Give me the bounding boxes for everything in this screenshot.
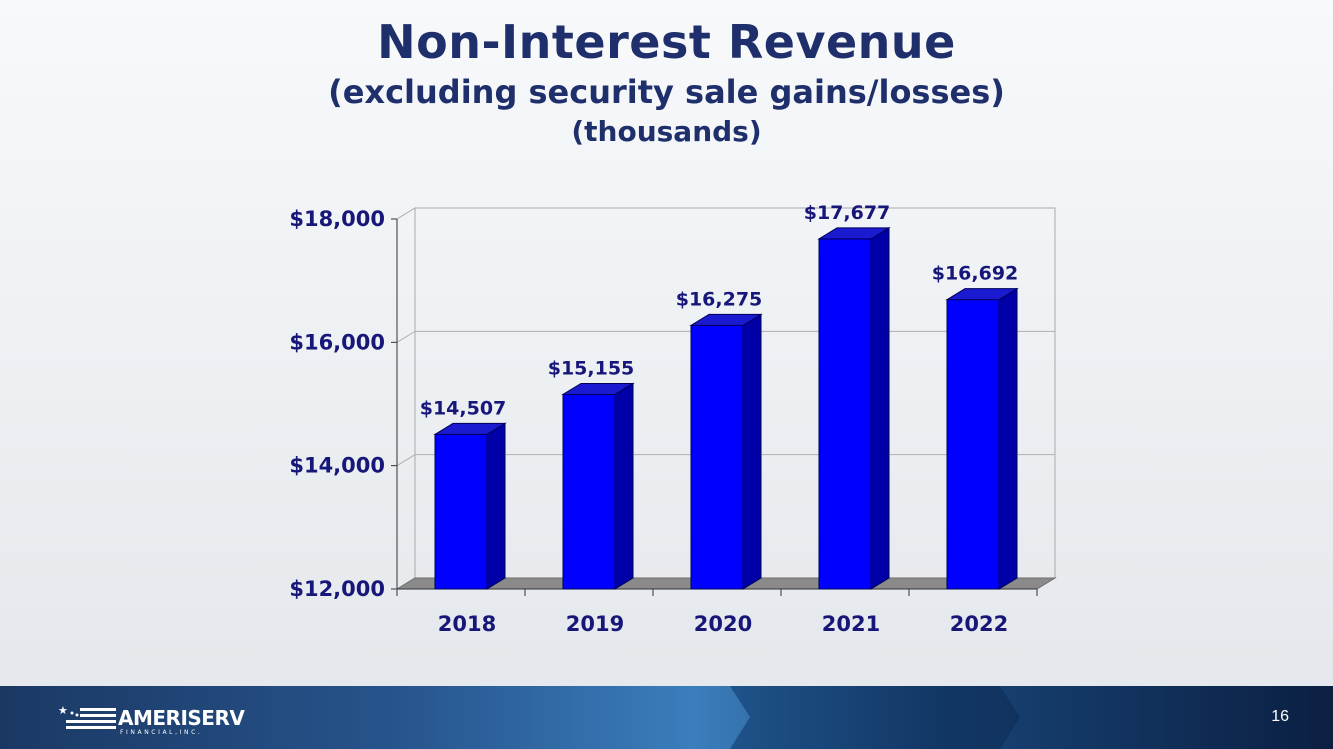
data-label: $17,677	[804, 202, 891, 224]
y-tick-label: $14,000	[289, 454, 385, 478]
x-tick-label: 2018	[438, 612, 496, 636]
data-label: $16,275	[676, 288, 763, 310]
bar-side	[486, 422, 506, 590]
bar-front	[946, 299, 1000, 590]
bar-front	[434, 433, 488, 590]
bar-side	[998, 287, 1018, 590]
bar-top	[689, 313, 763, 326]
y-tick-label: $18,000	[289, 207, 385, 231]
bar-top	[561, 382, 635, 395]
footer-bar: ★ AMERISERV FINANCIAL,INC. 16	[0, 686, 1333, 749]
bar-front	[818, 238, 872, 590]
logo-subtitle: FINANCIAL,INC.	[120, 729, 203, 736]
footer-chevron-decoration	[0, 686, 1020, 749]
bar-side	[614, 382, 634, 590]
bar-front	[690, 324, 744, 590]
x-tick-label: 2022	[950, 612, 1008, 636]
bar-front	[562, 393, 616, 590]
data-label: $16,692	[932, 263, 1019, 285]
y-tick-label: $12,000	[289, 577, 385, 601]
slide-subtitle: (excluding security sale gains/losses)	[328, 73, 1005, 111]
slide-title: Non-Interest Revenue	[377, 15, 956, 69]
x-tick-label: 2019	[566, 612, 624, 636]
bar-top	[945, 288, 1019, 301]
bar-top	[433, 422, 507, 435]
logo-name: AMERISERV	[118, 706, 245, 730]
bar-top	[817, 227, 891, 240]
side-wall	[396, 207, 416, 590]
x-tick-label: 2021	[822, 612, 880, 636]
page-number: 16	[1271, 708, 1289, 725]
data-label: $14,507	[420, 397, 507, 419]
svg-text:★: ★	[58, 704, 68, 717]
flag-stripes-icon: ★	[58, 704, 116, 729]
y-tick-label: $16,000	[289, 330, 385, 354]
slide-units: (thousands)	[571, 115, 762, 148]
x-tick-label: 2020	[694, 612, 752, 636]
bar-side	[742, 313, 762, 590]
title-block: Non-Interest Revenue (excluding security…	[0, 14, 1333, 150]
data-label: $15,155	[548, 357, 635, 379]
bar-chart: $12,000 $14,000 $16,000 $18,000 $14,507 2018 $…	[289, 202, 1057, 636]
bar-side	[870, 227, 890, 590]
